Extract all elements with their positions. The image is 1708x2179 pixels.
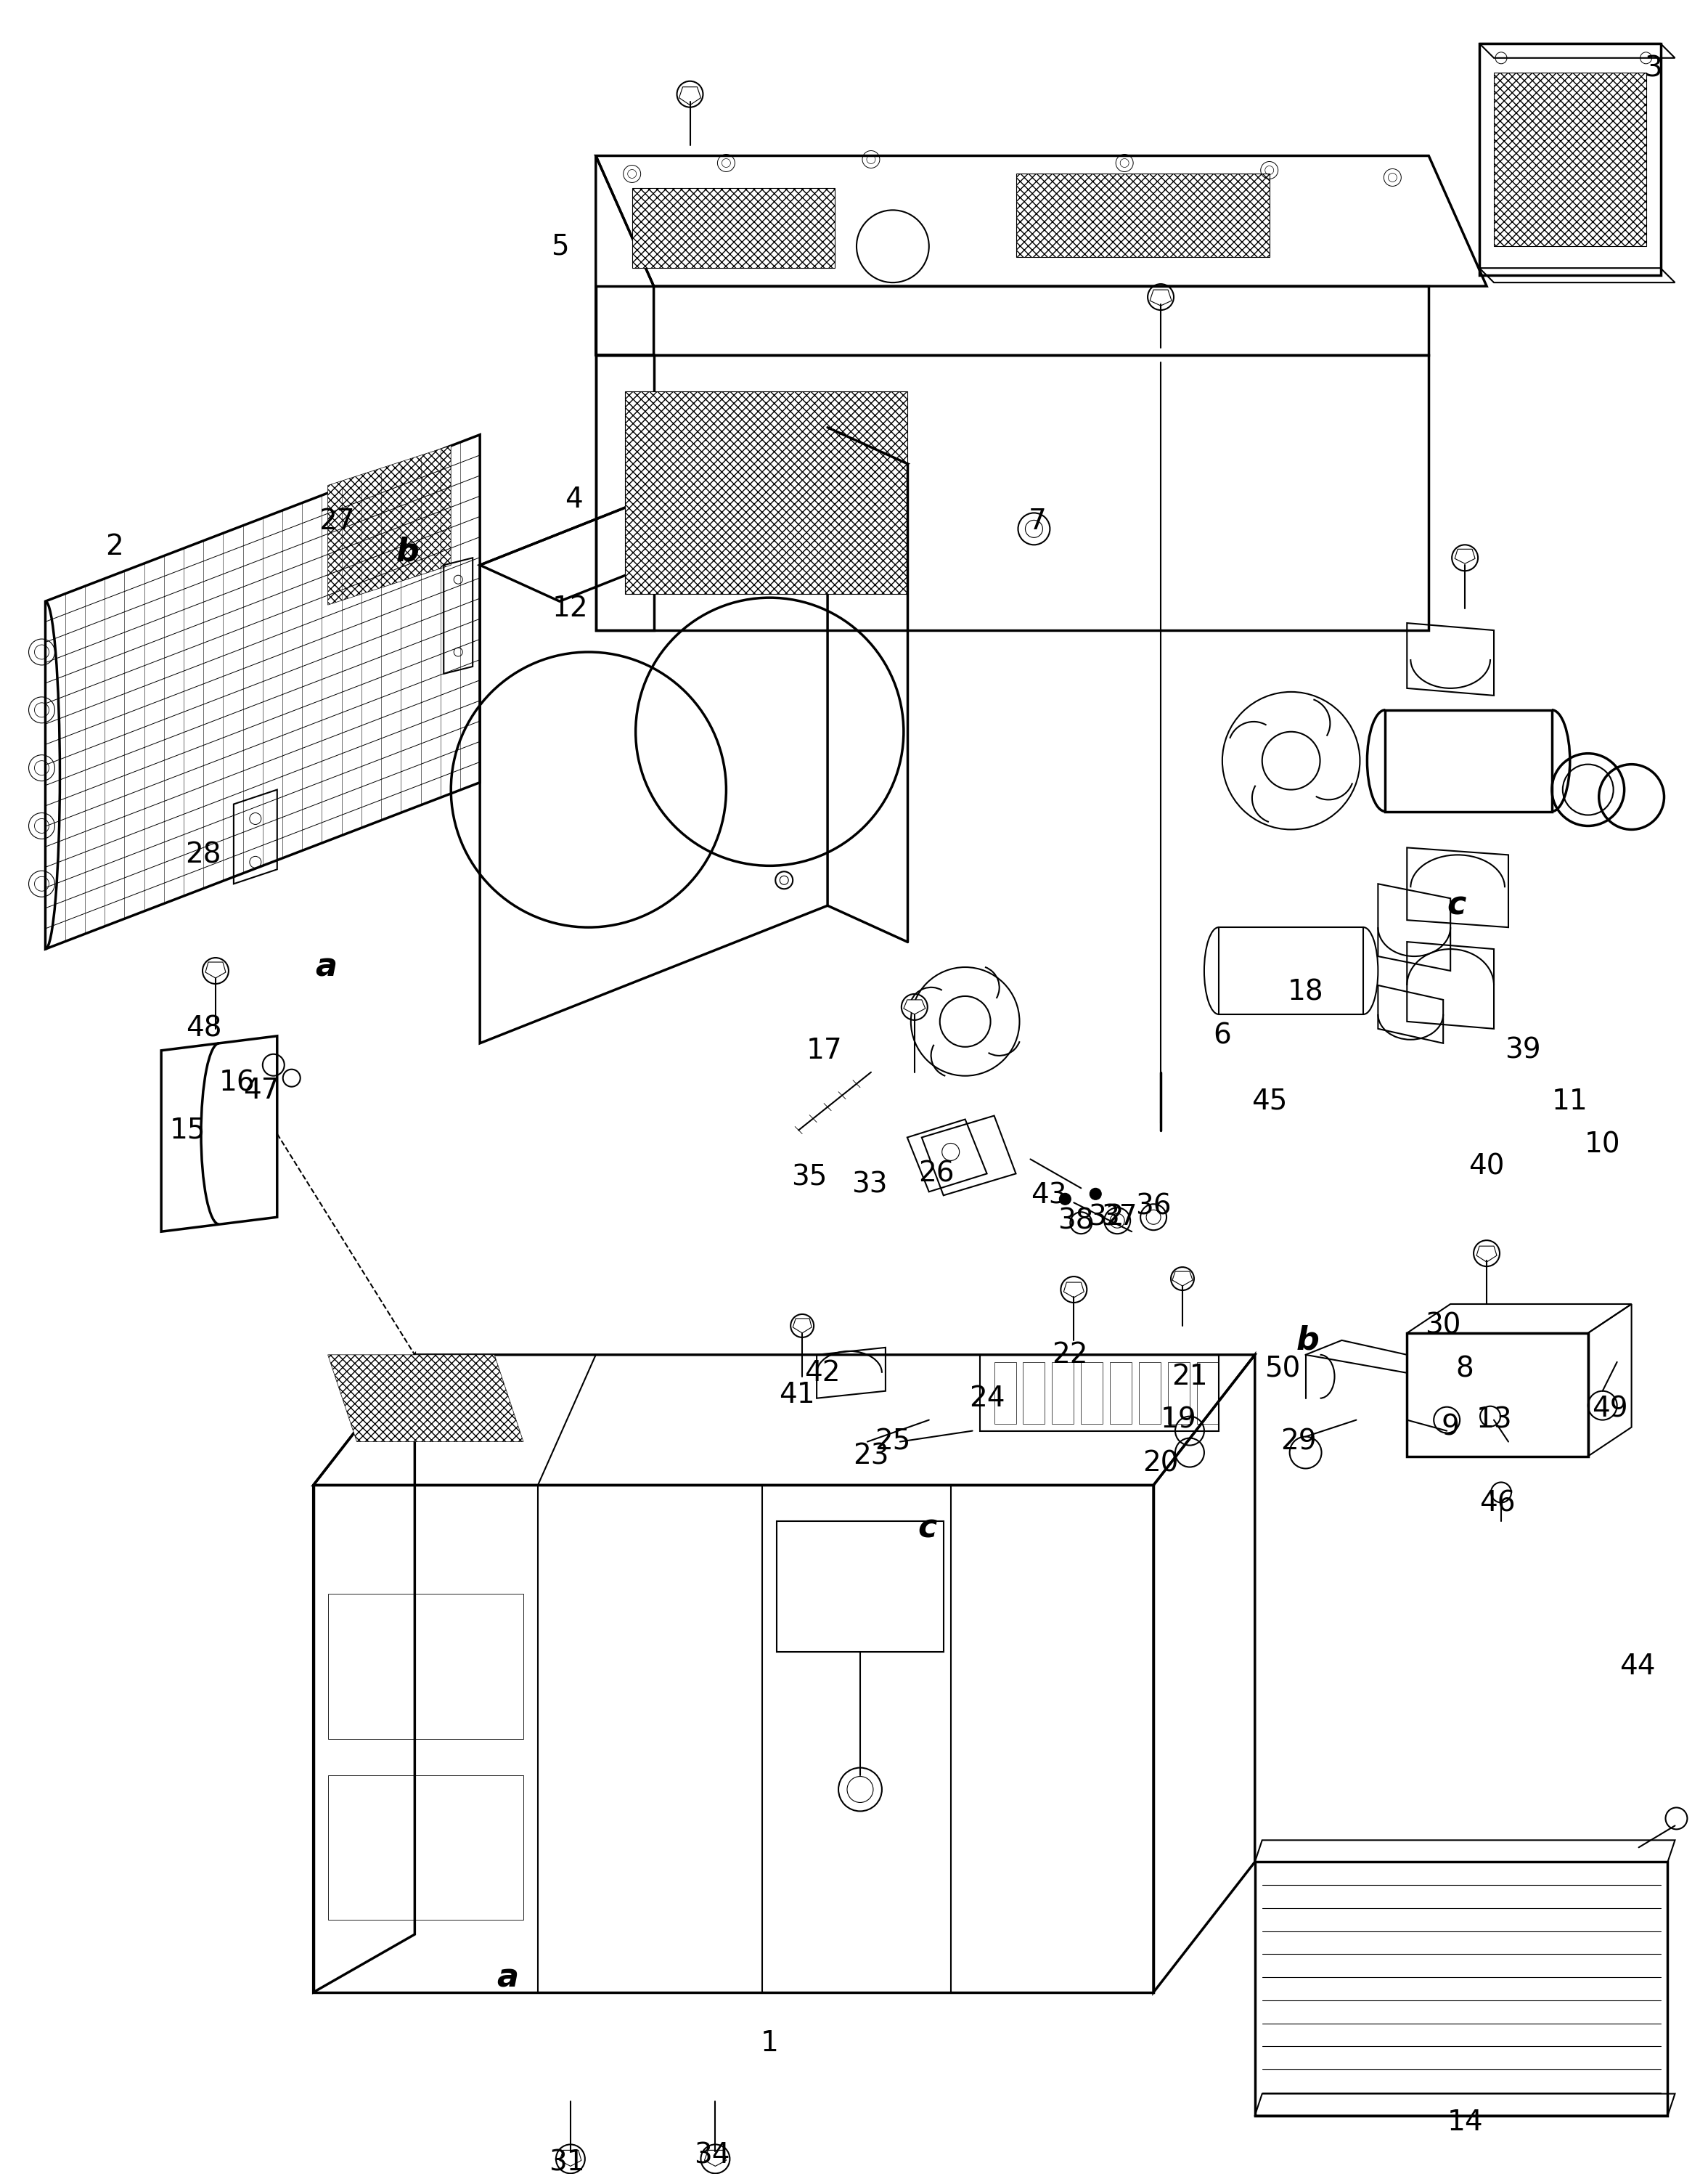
Text: 9: 9 [1442, 1414, 1459, 1440]
Text: 2: 2 [106, 534, 123, 560]
Text: 29: 29 [1281, 1427, 1317, 1456]
Polygon shape [704, 2151, 726, 2166]
Polygon shape [625, 392, 907, 595]
Polygon shape [1172, 1273, 1192, 1286]
Text: 48: 48 [186, 1015, 222, 1042]
Text: 14: 14 [1447, 2109, 1483, 2135]
Text: 46: 46 [1479, 1490, 1515, 1517]
Text: 42: 42 [804, 1360, 840, 1386]
Polygon shape [1494, 72, 1647, 246]
Text: a: a [316, 952, 336, 983]
Text: 1: 1 [760, 2029, 779, 2057]
Text: 23: 23 [852, 1442, 888, 1471]
Text: 43: 43 [1030, 1181, 1066, 1209]
Text: 44: 44 [1619, 1652, 1655, 1680]
Text: 24: 24 [968, 1384, 1004, 1412]
Text: 5: 5 [550, 233, 569, 259]
Text: 16: 16 [219, 1070, 254, 1096]
Polygon shape [1476, 1246, 1496, 1262]
Text: 19: 19 [1161, 1405, 1197, 1434]
Text: 28: 28 [184, 841, 222, 869]
Text: 32: 32 [1088, 1203, 1124, 1231]
Text: c: c [1447, 889, 1465, 922]
Text: 47: 47 [243, 1076, 278, 1105]
Text: 35: 35 [791, 1164, 827, 1192]
Polygon shape [328, 445, 451, 606]
Text: 10: 10 [1585, 1131, 1621, 1159]
Text: 30: 30 [1424, 1312, 1460, 1340]
Text: 21: 21 [1172, 1362, 1208, 1390]
Text: 36: 36 [1136, 1192, 1172, 1220]
Text: 18: 18 [1288, 978, 1324, 1007]
Circle shape [1090, 1188, 1102, 1201]
Polygon shape [632, 187, 835, 268]
Text: 17: 17 [806, 1037, 842, 1063]
Circle shape [1059, 1194, 1071, 1205]
Text: 20: 20 [1143, 1449, 1179, 1477]
Text: 34: 34 [693, 2142, 729, 2168]
Text: 27: 27 [318, 508, 355, 536]
Text: 37: 37 [1102, 1203, 1138, 1231]
Text: 39: 39 [1505, 1037, 1541, 1063]
Text: 40: 40 [1469, 1153, 1505, 1181]
Text: 31: 31 [548, 2148, 584, 2177]
Polygon shape [904, 1000, 926, 1013]
Polygon shape [1064, 1281, 1085, 1297]
Text: 49: 49 [1592, 1395, 1628, 1423]
Text: 38: 38 [1057, 1207, 1093, 1235]
Text: 41: 41 [779, 1381, 815, 1408]
Text: b: b [1296, 1325, 1319, 1355]
Text: 8: 8 [1455, 1355, 1474, 1384]
Text: 26: 26 [919, 1159, 955, 1188]
Polygon shape [1455, 549, 1476, 564]
Text: 3: 3 [1645, 54, 1662, 83]
Polygon shape [1149, 290, 1172, 305]
Text: 13: 13 [1476, 1405, 1512, 1434]
Polygon shape [680, 87, 700, 105]
Text: 22: 22 [1052, 1340, 1088, 1368]
Polygon shape [328, 1355, 523, 1442]
Polygon shape [205, 963, 225, 978]
Text: c: c [917, 1512, 938, 1545]
Text: 45: 45 [1252, 1087, 1288, 1116]
Text: b: b [396, 536, 418, 569]
Polygon shape [560, 2151, 581, 2166]
Text: 50: 50 [1264, 1355, 1300, 1384]
Text: 25: 25 [874, 1427, 910, 1456]
Text: 12: 12 [552, 595, 589, 623]
Polygon shape [1016, 174, 1269, 257]
Text: 33: 33 [852, 1170, 888, 1198]
Text: 4: 4 [565, 486, 582, 514]
Text: 11: 11 [1553, 1087, 1588, 1116]
Text: 7: 7 [1028, 508, 1047, 536]
Polygon shape [793, 1318, 811, 1334]
Text: 15: 15 [169, 1116, 205, 1144]
Text: 6: 6 [1213, 1022, 1231, 1050]
Text: a: a [497, 1963, 518, 1994]
